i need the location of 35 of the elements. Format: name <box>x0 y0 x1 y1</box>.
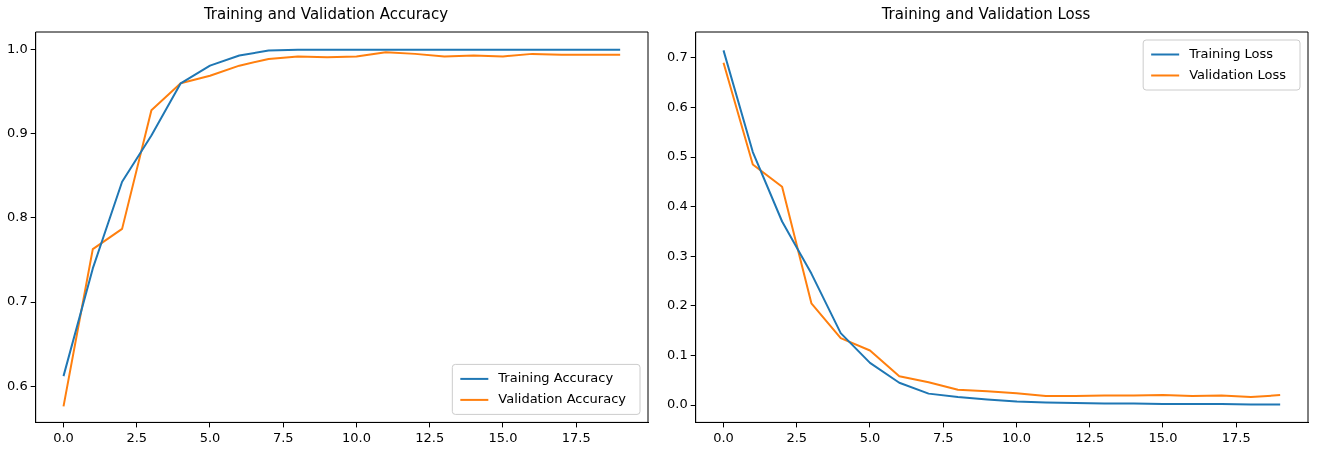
x-tick-label: 10.0 <box>1002 429 1031 445</box>
x-tick-label: 0.0 <box>713 429 734 445</box>
y-tick-label: 0.6 <box>666 98 688 114</box>
chart-title: Training and Validation Accuracy <box>202 4 449 23</box>
x-tick-label: 12.5 <box>415 429 445 445</box>
y-tick-label: 0.7 <box>6 293 28 309</box>
x-tick-label: 12.5 <box>1075 429 1105 445</box>
x-tick-label: 17.5 <box>1221 429 1251 445</box>
x-tick-label: 5.0 <box>859 429 881 445</box>
x-tick-label: 2.5 <box>786 429 808 445</box>
x-tick-label: 15.0 <box>488 429 518 445</box>
y-tick-label: 0.9 <box>6 125 28 141</box>
legend-label: Validation Loss <box>1189 66 1287 82</box>
y-tick-label: 0.6 <box>6 377 28 393</box>
x-tick-label: 2.5 <box>126 429 148 445</box>
x-tick-label: 0.0 <box>53 429 74 445</box>
y-tick-label: 0.4 <box>666 197 688 213</box>
y-tick-label: 0.3 <box>666 247 688 263</box>
x-tick-label: 15.0 <box>1148 429 1178 445</box>
legend-label: Training Loss <box>1188 45 1274 61</box>
y-tick-label: 1.0 <box>6 41 28 57</box>
y-tick-label: 0.1 <box>666 346 688 362</box>
legend-label: Training Accuracy <box>497 370 614 386</box>
y-tick-label: 0.2 <box>666 297 688 313</box>
x-tick-label: 7.5 <box>272 429 294 445</box>
y-tick-label: 0.5 <box>666 148 688 164</box>
y-tick-label: 0.8 <box>6 209 28 225</box>
y-tick-label: 0.7 <box>666 49 688 65</box>
chart-title: Training and Validation Loss <box>880 4 1091 23</box>
x-tick-label: 7.5 <box>932 429 954 445</box>
legend-label: Validation Accuracy <box>498 391 627 407</box>
x-tick-label: 5.0 <box>199 429 221 445</box>
y-tick-label: 0.0 <box>666 396 688 412</box>
x-tick-label: 17.5 <box>561 429 591 445</box>
x-tick-label: 10.0 <box>342 429 371 445</box>
